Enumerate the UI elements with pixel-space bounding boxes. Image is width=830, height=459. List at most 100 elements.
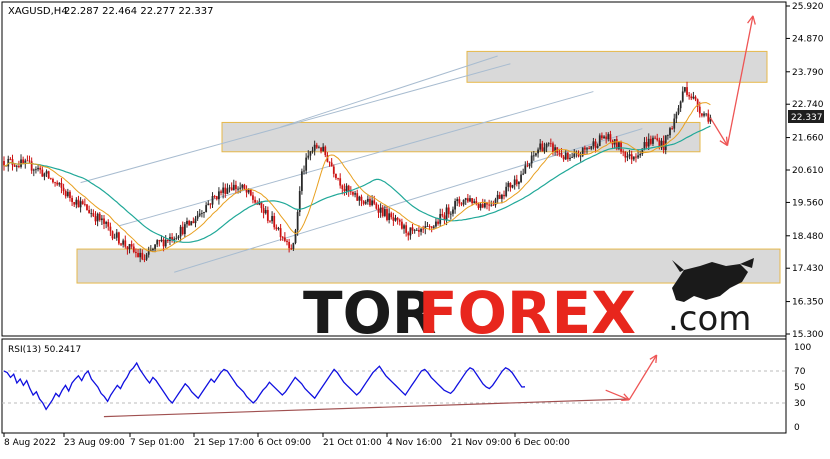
candle-body bbox=[347, 185, 350, 192]
candle-body bbox=[320, 147, 322, 152]
candle-body bbox=[449, 213, 452, 215]
candle-body bbox=[526, 165, 529, 167]
candle-body bbox=[681, 91, 684, 102]
candle-body bbox=[39, 167, 42, 170]
candle-body bbox=[194, 218, 197, 224]
candle-body bbox=[147, 250, 150, 255]
candle-body bbox=[288, 241, 291, 249]
candle-body bbox=[471, 198, 474, 204]
candle-body bbox=[386, 209, 388, 220]
candle-body bbox=[352, 192, 354, 195]
candle-body bbox=[479, 204, 482, 208]
candle-body bbox=[477, 203, 480, 208]
candle-body bbox=[452, 209, 454, 214]
candle-body bbox=[541, 143, 544, 152]
candle-body bbox=[164, 239, 167, 247]
candle-body bbox=[77, 199, 80, 208]
rsi-trendline bbox=[103, 398, 630, 418]
candle-body bbox=[196, 215, 199, 219]
candle-body bbox=[209, 203, 212, 205]
candle-body bbox=[396, 217, 399, 220]
candle-body bbox=[664, 135, 667, 151]
candle-body bbox=[545, 143, 548, 148]
candle-body bbox=[543, 147, 546, 152]
candle-body bbox=[175, 238, 178, 239]
zone-2 bbox=[76, 248, 781, 284]
candle-body bbox=[366, 198, 369, 202]
forecast-arrows bbox=[709, 15, 756, 147]
candle-body bbox=[294, 230, 297, 243]
channel-line-2 bbox=[174, 128, 643, 273]
candle-body bbox=[475, 201, 478, 204]
candle-body bbox=[243, 184, 246, 190]
candle-body bbox=[166, 239, 169, 242]
candle-body bbox=[269, 220, 271, 222]
candle-body bbox=[277, 228, 280, 230]
candle-body bbox=[41, 169, 44, 177]
candle-body bbox=[3, 161, 5, 166]
candle-body bbox=[709, 117, 712, 122]
candle-body bbox=[162, 239, 165, 247]
candle-body bbox=[220, 191, 222, 193]
candle-body bbox=[507, 182, 510, 187]
price-tick-label: 18.480 bbox=[792, 232, 824, 242]
candle-body bbox=[422, 228, 425, 230]
candle-body bbox=[349, 191, 352, 193]
candle-body bbox=[137, 252, 139, 258]
candle-body bbox=[390, 213, 393, 218]
candles bbox=[3, 81, 712, 263]
rsi-tick-label: 0 bbox=[794, 423, 800, 433]
chart-header-ohlc: 22.287 22.464 22.277 22.337 bbox=[64, 6, 214, 17]
rsi-line bbox=[3, 361, 526, 411]
candle-body bbox=[560, 153, 563, 157]
candle-body bbox=[473, 201, 476, 204]
ma-fast-line bbox=[3, 102, 711, 253]
candle-body bbox=[528, 163, 531, 167]
candle-body bbox=[537, 149, 539, 154]
time-tick-label: 21 Oct 01:00 bbox=[323, 438, 382, 448]
candle-body bbox=[673, 118, 676, 129]
candle-body bbox=[594, 141, 597, 148]
candle-body bbox=[26, 160, 29, 162]
candle-body bbox=[388, 213, 391, 220]
candle-body bbox=[215, 196, 218, 200]
candle-body bbox=[32, 169, 35, 171]
candle-body bbox=[49, 178, 52, 180]
candle-body bbox=[305, 157, 308, 171]
candle-body bbox=[579, 155, 582, 157]
candle-body bbox=[362, 200, 365, 204]
candle-body bbox=[15, 165, 18, 167]
candle-body bbox=[7, 158, 10, 167]
candle-body bbox=[656, 138, 659, 141]
candle-body bbox=[430, 226, 433, 228]
moving-averages bbox=[3, 102, 711, 253]
candle-body bbox=[252, 195, 254, 200]
time-tick-label: 6 Dec 00:00 bbox=[515, 438, 570, 448]
candle-body bbox=[566, 152, 569, 160]
candle-body bbox=[66, 191, 69, 197]
candle-body bbox=[694, 96, 697, 100]
rsi-tick-label: 50 bbox=[794, 383, 806, 393]
candle-body bbox=[532, 155, 535, 157]
candle-body bbox=[135, 251, 137, 253]
candle-body bbox=[618, 142, 620, 150]
candle-body bbox=[149, 250, 152, 251]
candle-body bbox=[311, 150, 314, 152]
candle-body bbox=[115, 232, 118, 238]
candle-body bbox=[337, 178, 339, 179]
candle-body bbox=[245, 189, 248, 193]
time-tick-label: 21 Sep 17:00 bbox=[194, 438, 254, 448]
candle-body bbox=[692, 96, 695, 99]
price-forecast-arrow-0 bbox=[709, 117, 728, 146]
candle-body bbox=[658, 140, 661, 148]
rsi-forecast-arrow-head-1 bbox=[649, 354, 658, 364]
candle-body bbox=[654, 137, 656, 139]
candle-body bbox=[332, 166, 335, 174]
candle-body bbox=[703, 113, 705, 116]
price-tick-label: 21.660 bbox=[792, 134, 824, 144]
ma-slow-line bbox=[3, 125, 711, 243]
candle-body bbox=[118, 232, 120, 244]
candle-body bbox=[154, 244, 156, 249]
candle-body bbox=[605, 136, 608, 139]
